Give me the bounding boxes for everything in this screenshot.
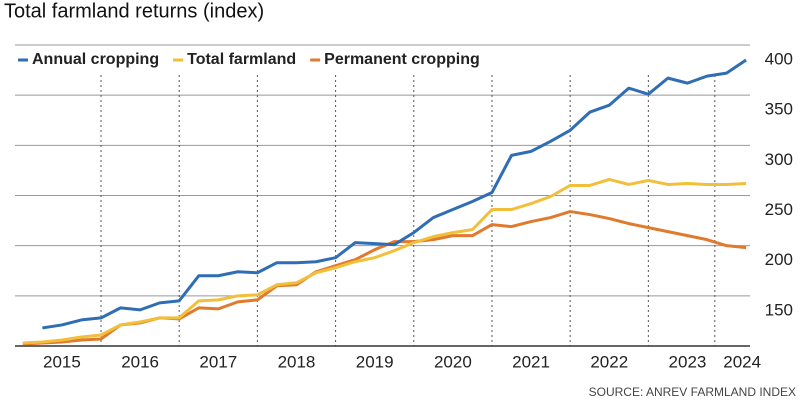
source: SOURCE: ANREV FARMLAND INDEX [589, 385, 796, 399]
x-tick-label: 2016 [121, 352, 159, 371]
x-tick-label: 2023 [669, 352, 707, 371]
legend-label: Annual cropping [32, 51, 159, 68]
x-tick-label: 2018 [278, 352, 316, 371]
series-line [22, 177, 747, 345]
legend-label: Total farmland [187, 51, 296, 68]
y-tick-label: 300 [765, 150, 793, 169]
y-tick-label: 350 [765, 100, 793, 119]
series-line [42, 58, 747, 330]
x-tick-label: 2024 [723, 352, 761, 371]
y-tick-label: 200 [765, 250, 793, 269]
x-tick-label: 2015 [43, 352, 81, 371]
x-tick-label: 2022 [590, 352, 628, 371]
x-tick-label: 2020 [434, 352, 472, 371]
y-tick-label: 400 [765, 49, 793, 68]
legend-label: Permanent cropping [324, 51, 480, 68]
y-tick-label: 150 [765, 300, 793, 319]
chart-title: Total farmland returns (index) [4, 0, 264, 22]
x-tick-label: 2017 [199, 352, 237, 371]
y-tick-label: 250 [765, 200, 793, 219]
x-tick-label: 2019 [356, 352, 394, 371]
x-tick-label: 2021 [512, 352, 550, 371]
